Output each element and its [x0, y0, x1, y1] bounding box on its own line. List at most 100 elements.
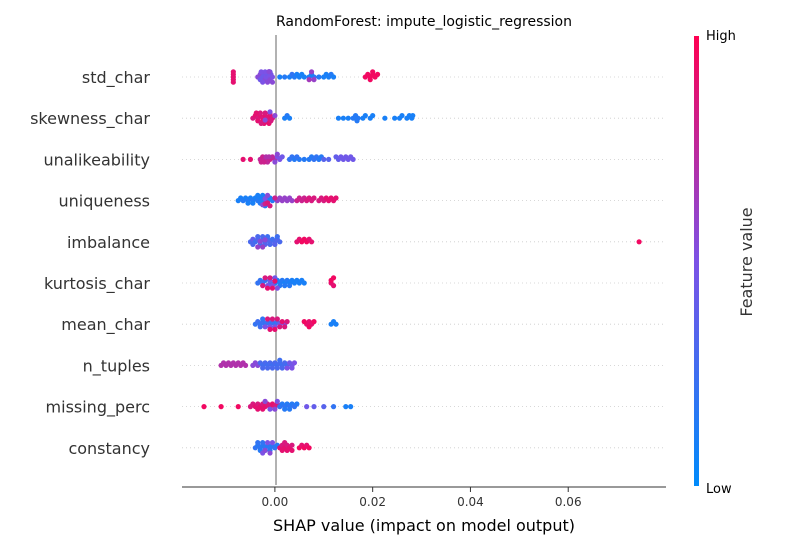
- shap-point: [267, 242, 272, 247]
- shap-point: [354, 118, 359, 123]
- shap-point: [275, 316, 280, 321]
- colorbar: [694, 36, 699, 486]
- colorbar-title: Feature value: [737, 207, 756, 316]
- shap-point: [348, 404, 353, 409]
- shap-point: [272, 195, 277, 200]
- shap-point: [316, 74, 321, 79]
- shap-point: [267, 450, 272, 455]
- chart-title: RandomForest: impute_logistic_regression: [276, 14, 572, 30]
- shap-point: [255, 234, 260, 239]
- shap-point: [275, 286, 280, 291]
- shap-point: [341, 116, 346, 121]
- shap-point: [282, 440, 287, 445]
- shap-point: [272, 327, 277, 332]
- shap-point: [331, 404, 336, 409]
- shap-point: [267, 327, 272, 332]
- shap-point: [258, 239, 263, 244]
- shap-point: [260, 316, 265, 321]
- shap-point: [280, 448, 285, 453]
- shap-point: [280, 365, 285, 370]
- shap-point: [267, 407, 272, 412]
- shap-point: [241, 157, 246, 162]
- shap-point: [250, 201, 255, 206]
- shap-point: [263, 448, 268, 453]
- shap-point: [321, 404, 326, 409]
- shap-point: [285, 319, 290, 324]
- shap-point: [272, 159, 277, 164]
- shap-point: [289, 448, 294, 453]
- shap-point: [351, 157, 356, 162]
- shap-point: [289, 198, 294, 203]
- shap-point: [311, 195, 316, 200]
- feature-label: uniqueness: [58, 192, 150, 211]
- shap-point: [255, 407, 260, 412]
- shap-point: [272, 407, 277, 412]
- shap-point: [219, 404, 224, 409]
- shap-point: [277, 324, 282, 329]
- shap-point: [243, 363, 248, 368]
- shap-point: [231, 80, 236, 85]
- shap-point: [319, 195, 324, 200]
- shap-point: [265, 80, 270, 85]
- shap-point: [265, 286, 270, 291]
- shap-point: [289, 365, 294, 370]
- shap-point: [266, 154, 271, 159]
- shap-point: [277, 358, 282, 363]
- shap-point: [250, 242, 255, 247]
- feature-label: n_tuples: [83, 356, 150, 376]
- shap-point: [270, 74, 275, 79]
- shap-point: [282, 74, 287, 79]
- shap-point: [270, 80, 275, 85]
- shap-point: [263, 324, 268, 329]
- shap-point: [331, 74, 336, 79]
- shap-point: [275, 234, 280, 239]
- shap-point: [399, 113, 404, 118]
- row-guides: [182, 77, 666, 448]
- shap-point: [289, 443, 294, 448]
- shap-point: [285, 448, 290, 453]
- x-axis-label: SHAP value (impact on model output): [273, 516, 575, 535]
- feature-labels: std_char skewness_char unalikeability uniqu…: [30, 68, 150, 458]
- x-tick-label: 0.00: [262, 495, 289, 509]
- shap-point: [282, 324, 287, 329]
- shap-point: [292, 360, 297, 365]
- shap-point: [258, 324, 263, 329]
- shap-point: [265, 193, 270, 198]
- shap-point: [370, 113, 375, 118]
- shap-point: [392, 116, 397, 121]
- shap-point: [248, 157, 253, 162]
- shap-point: [294, 72, 299, 77]
- shap-point: [343, 404, 348, 409]
- feature-label: constancy: [68, 439, 150, 458]
- shap-point: [333, 154, 338, 159]
- feature-label: missing_perc: [46, 398, 150, 418]
- feature-label: kurtosis_char: [44, 274, 150, 294]
- shap-point: [331, 275, 336, 280]
- colorbar-low-label: Low: [706, 482, 732, 497]
- shap-point: [267, 109, 272, 114]
- shap-point: [304, 404, 309, 409]
- shap-point: [231, 69, 236, 74]
- shap-point: [270, 316, 275, 321]
- shap-point: [263, 110, 268, 115]
- shap-point: [637, 239, 642, 244]
- shap-point: [263, 275, 268, 280]
- shap-point: [260, 407, 265, 412]
- shap-point: [287, 407, 292, 412]
- shap-point: [272, 279, 277, 284]
- shap-point: [302, 280, 307, 285]
- shap-point: [294, 401, 299, 406]
- shap-point: [302, 319, 307, 324]
- shap-point: [255, 244, 260, 249]
- shap-point: [370, 69, 375, 74]
- shap-point: [245, 201, 250, 206]
- shap-point: [275, 152, 280, 157]
- shap-point: [287, 283, 292, 288]
- shap-point: [375, 72, 380, 77]
- shap-point: [259, 69, 264, 74]
- shap-point: [255, 440, 260, 445]
- shap-point: [382, 116, 387, 121]
- shap-point: [285, 365, 290, 370]
- shap-point: [254, 110, 259, 115]
